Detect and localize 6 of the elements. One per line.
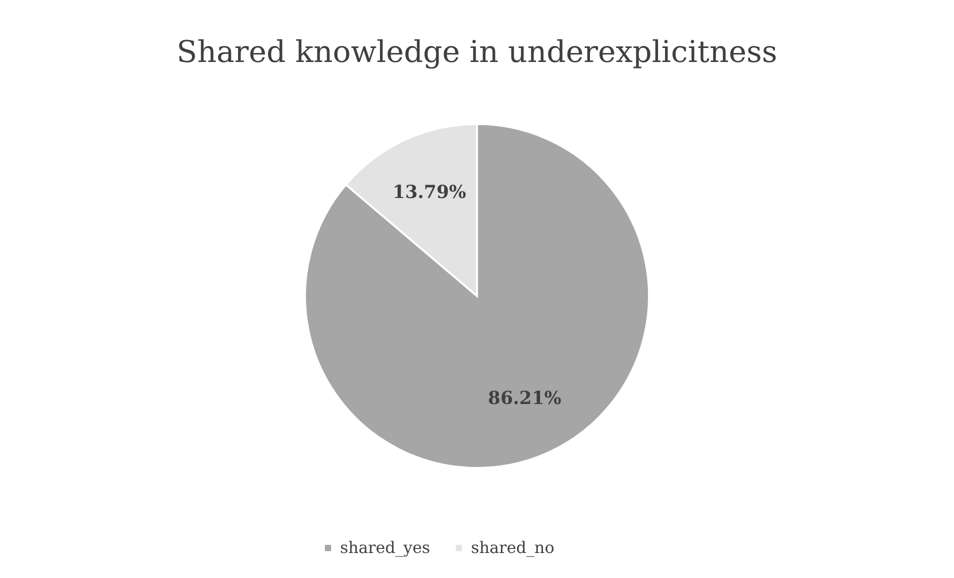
pie-slice [304, 123, 650, 469]
legend-label: shared_no [471, 538, 554, 557]
chart-title: Shared knowledge in underexplicitness [176, 35, 778, 70]
data-label: 13.79% [392, 182, 466, 203]
data-label: 86.21% [488, 388, 562, 410]
legend-label: shared_yes [340, 538, 430, 557]
